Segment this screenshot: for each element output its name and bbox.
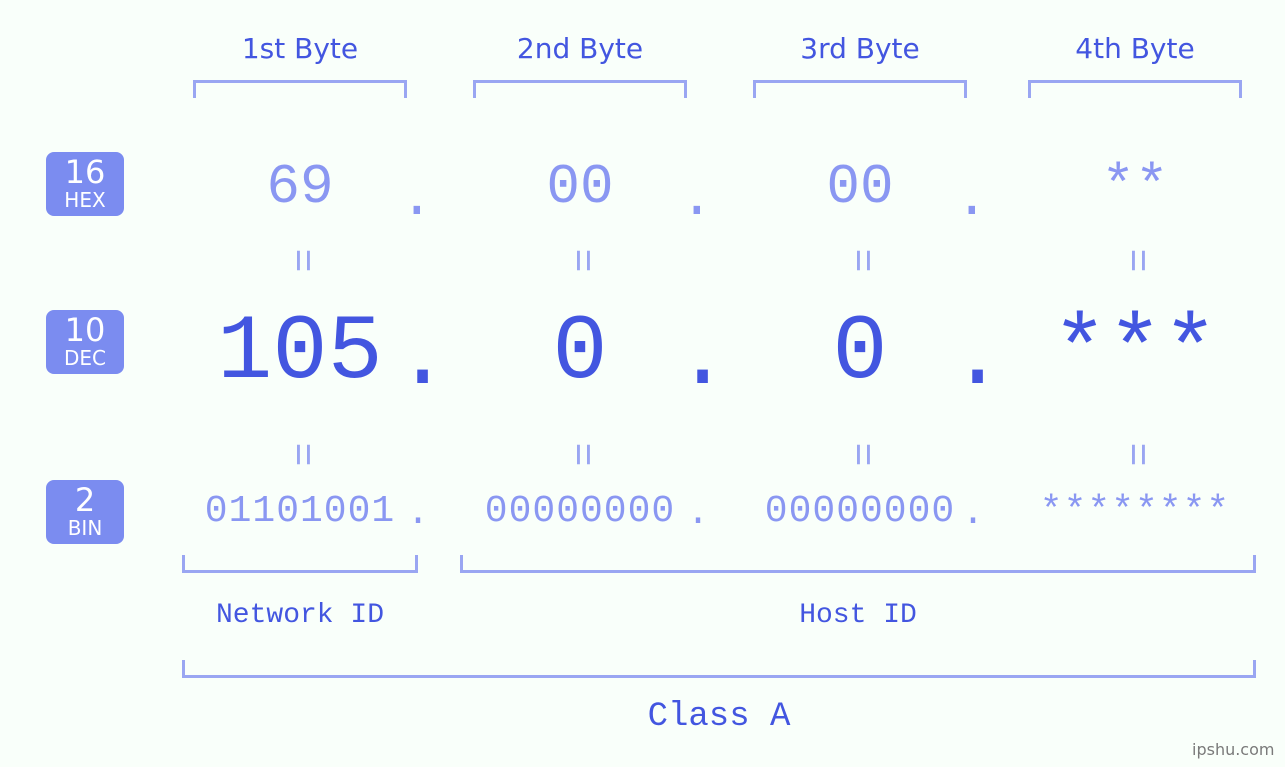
byte-bracket-2 <box>473 80 687 98</box>
hex-byte-3: 00 <box>735 155 985 219</box>
bin-dot-1: . <box>403 492 433 535</box>
byte-label-2: 2nd Byte <box>455 32 705 65</box>
bin-dot-3: . <box>958 492 988 535</box>
byte-label-1: 1st Byte <box>175 32 425 65</box>
host-bracket <box>460 555 1256 573</box>
watermark: ipshu.com <box>1192 740 1274 759</box>
dec-byte-1: 105 <box>175 300 425 405</box>
equals-dec-bin-4: = <box>1113 435 1158 475</box>
hex-byte-1: 69 <box>175 155 425 219</box>
base-num: 16 <box>46 156 124 188</box>
host-id-label: Host ID <box>460 600 1256 631</box>
hex-dot-2: . <box>680 167 710 231</box>
equals-hex-dec-1: = <box>278 241 323 281</box>
hex-byte-4: ** <box>1010 155 1260 219</box>
byte-bracket-1 <box>193 80 407 98</box>
class-label: Class A <box>182 698 1256 736</box>
byte-bracket-4 <box>1028 80 1242 98</box>
base-badge-bin: 2BIN <box>46 480 124 544</box>
byte-bracket-3 <box>753 80 967 98</box>
base-num: 2 <box>46 484 124 516</box>
base-txt: BIN <box>46 518 124 538</box>
dec-byte-2: 0 <box>455 300 705 405</box>
equals-hex-dec-3: = <box>838 241 883 281</box>
dec-byte-3: 0 <box>735 300 985 405</box>
bin-byte-3: 00000000 <box>730 490 990 533</box>
byte-label-3: 3rd Byte <box>735 32 985 65</box>
equals-dec-bin-2: = <box>558 435 603 475</box>
hex-dot-3: . <box>955 167 985 231</box>
equals-hex-dec-2: = <box>558 241 603 281</box>
network-id-label: Network ID <box>182 600 418 631</box>
bin-byte-4: ******** <box>1005 490 1265 533</box>
dec-dot-2: . <box>675 306 715 411</box>
base-txt: HEX <box>46 190 124 210</box>
hex-dot-1: . <box>400 167 430 231</box>
hex-byte-2: 00 <box>455 155 705 219</box>
dec-byte-4: *** <box>1010 300 1260 405</box>
base-badge-dec: 10DEC <box>46 310 124 374</box>
equals-hex-dec-4: = <box>1113 241 1158 281</box>
bin-byte-1: 01101001 <box>170 490 430 533</box>
base-txt: DEC <box>46 348 124 368</box>
base-badge-hex: 16HEX <box>46 152 124 216</box>
network-bracket <box>182 555 418 573</box>
equals-dec-bin-1: = <box>278 435 323 475</box>
byte-label-4: 4th Byte <box>1010 32 1260 65</box>
base-num: 10 <box>46 314 124 346</box>
dec-dot-1: . <box>395 306 435 411</box>
class-bracket <box>182 660 1256 678</box>
equals-dec-bin-3: = <box>838 435 883 475</box>
dec-dot-3: . <box>950 306 990 411</box>
bin-dot-2: . <box>683 492 713 535</box>
bin-byte-2: 00000000 <box>450 490 710 533</box>
